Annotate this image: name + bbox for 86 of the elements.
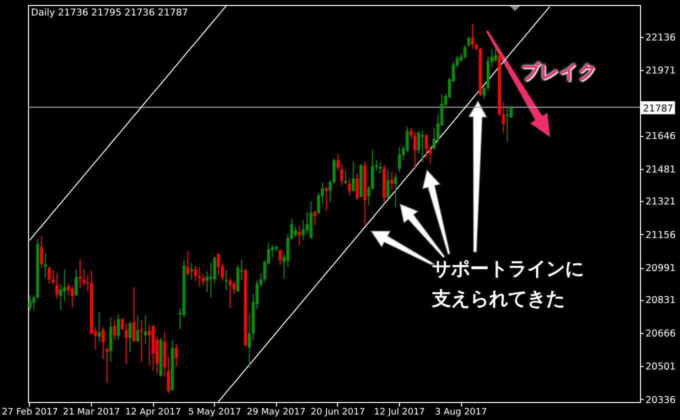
x-tick-label: 3 Aug 2017 <box>435 408 487 418</box>
y-tick-label: 21321 <box>646 196 676 208</box>
candlestick <box>232 281 236 295</box>
candlestick <box>59 284 62 311</box>
candlestick <box>298 226 301 246</box>
candlestick <box>471 24 474 50</box>
candlestick <box>198 266 201 288</box>
candlestick <box>66 283 70 296</box>
x-tick-label: 12 Apr 2017 <box>125 408 181 418</box>
y-tick-label: 20991 <box>646 263 676 274</box>
candlestick <box>190 262 194 280</box>
candlestick <box>52 270 55 285</box>
candlestick <box>390 171 394 191</box>
candlestick <box>78 258 82 288</box>
candlestick <box>109 316 112 362</box>
candlestick <box>394 173 398 208</box>
candlestick <box>502 102 505 134</box>
candlestick <box>148 324 151 366</box>
candlestick <box>217 252 220 276</box>
candlestick <box>98 312 101 342</box>
candlestick <box>306 211 309 234</box>
y-tick-label: 20501 <box>646 362 676 373</box>
candlestick <box>467 36 470 48</box>
candlestick <box>352 160 355 192</box>
candlestick <box>194 265 197 282</box>
candlestick <box>417 130 420 154</box>
y-tick-label: 21646 <box>646 131 676 142</box>
y-tick-label: 20831 <box>646 295 676 306</box>
candlestick <box>140 320 144 362</box>
candlestick <box>344 170 348 185</box>
candlestick <box>116 314 120 340</box>
candlestick <box>128 322 132 352</box>
candlestick <box>278 249 282 266</box>
candlestick <box>421 130 424 163</box>
y-tick-label: 21971 <box>646 66 676 77</box>
candlestick <box>166 356 170 394</box>
candlestick <box>332 158 336 184</box>
candlestick <box>124 322 128 365</box>
y-tick-label: 20336 <box>646 394 676 406</box>
candlestick <box>205 271 208 292</box>
y-tick-label: 22136 <box>646 32 676 44</box>
x-tick-label: 29 May 2017 <box>246 408 306 418</box>
candlestick <box>409 128 412 140</box>
candlestick <box>324 186 328 212</box>
candlestick <box>294 226 298 238</box>
chart-title: Daily 21736 21795 21736 21787 <box>31 8 188 18</box>
candlestick <box>398 146 401 172</box>
y-tick-label: 20666 <box>646 328 676 340</box>
y-tick-label: 21481 <box>646 164 676 176</box>
x-tick-label: 20 Jun 2017 <box>310 408 365 418</box>
candlestick <box>74 269 78 297</box>
x-tick-label: 27 Feb 2017 <box>2 408 58 418</box>
candlestick <box>328 180 332 202</box>
candlestick <box>463 44 466 60</box>
candlestick <box>132 286 136 342</box>
x-tick-label: 21 Mar 2017 <box>62 408 120 418</box>
candlestick <box>55 272 58 300</box>
candlestick <box>144 314 147 345</box>
candlestick <box>113 318 116 341</box>
candlestick <box>102 327 105 360</box>
annotation: ブレイク <box>521 60 598 85</box>
ref-line-label: 21787 <box>643 103 674 114</box>
annotation: サポートラインに支えられてきた <box>432 257 585 312</box>
candlestick <box>348 178 351 196</box>
candlestick <box>228 278 232 308</box>
candlestick <box>506 105 509 142</box>
candlestick <box>413 132 416 170</box>
candlestick <box>313 210 316 226</box>
x-tick-label: 12 Jul 2017 <box>374 408 425 418</box>
candlestick <box>302 220 305 241</box>
candlestick <box>63 269 66 302</box>
candlestick <box>28 294 32 312</box>
candlestick <box>40 236 43 268</box>
candlestick <box>105 347 108 384</box>
candlestick <box>356 173 359 200</box>
x-tick-label: 5 May 2017 <box>188 408 242 418</box>
candlestick <box>48 266 51 284</box>
y-tick-label: 21156 <box>646 230 676 241</box>
candlestick <box>386 170 390 199</box>
candlestick <box>224 270 228 291</box>
candlestick <box>174 344 178 368</box>
candlestick <box>44 252 47 278</box>
candlestick <box>482 86 486 100</box>
candlestick <box>70 286 74 308</box>
candlestick <box>136 314 140 343</box>
candlestick <box>186 250 190 276</box>
